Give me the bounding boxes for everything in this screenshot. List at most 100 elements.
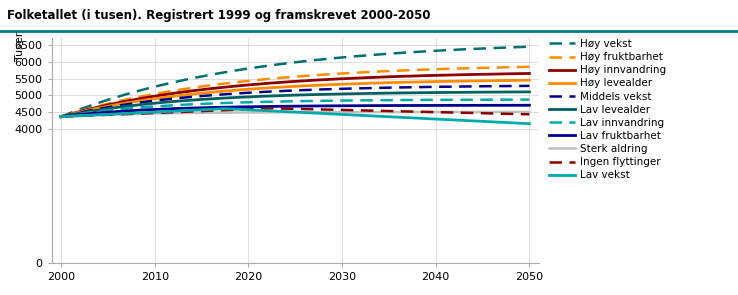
Høy levealder	[481, 79, 490, 83]
Text: Folketallet (i tusen). Registrert 1999 og framskrevet 2000-2050: Folketallet (i tusen). Registrert 1999 o…	[7, 9, 431, 22]
Lav levealder	[481, 90, 490, 94]
Høy fruktbarhet	[481, 66, 490, 70]
Høy innvandring	[343, 77, 352, 80]
Høy levealder	[525, 78, 534, 82]
Legend: Høy vekst, Høy fruktbarhet, Høy innvandring, Høy levealder, Middels vekst, Lav l: Høy vekst, Høy fruktbarhet, Høy innvandr…	[549, 39, 666, 180]
Ingen flyttinger	[483, 112, 492, 115]
Line: Lav innvandring: Lav innvandring	[61, 100, 529, 117]
Line: Ingen flyttinger: Ingen flyttinger	[61, 108, 529, 117]
Lav vekst	[453, 118, 462, 122]
Lav innvandring	[57, 115, 66, 119]
Høy innvandring	[525, 72, 534, 75]
Høy vekst	[334, 56, 342, 60]
Lav levealder	[58, 114, 67, 118]
Høy innvandring	[334, 77, 342, 81]
Ingen flyttinger	[337, 108, 346, 112]
Ingen flyttinger	[345, 108, 354, 112]
Høy vekst	[525, 45, 534, 48]
Høy levealder	[58, 114, 67, 118]
Lav vekst	[58, 115, 67, 118]
Høy fruktbarhet	[335, 72, 344, 75]
Lav levealder	[525, 90, 534, 94]
Line: Høy innvandring: Høy innvandring	[61, 73, 529, 117]
Lav vekst	[337, 113, 346, 116]
Høy fruktbarhet	[452, 67, 461, 70]
Lav innvandring	[334, 99, 342, 102]
Line: Lav levealder: Lav levealder	[61, 92, 529, 117]
Line: Lav vekst: Lav vekst	[61, 109, 529, 124]
Høy innvandring	[57, 115, 66, 119]
Middels vekst	[334, 87, 342, 91]
Middels vekst	[343, 87, 352, 90]
Sterk aldring	[525, 110, 534, 114]
Ingen flyttinger	[268, 106, 277, 110]
Ingen flyttinger	[58, 115, 67, 118]
Sterk aldring	[334, 110, 342, 114]
Høy fruktbarhet	[57, 115, 66, 119]
Sterk aldring	[452, 110, 461, 114]
Høy innvandring	[335, 77, 344, 81]
Lav levealder	[452, 91, 461, 94]
Høy levealder	[335, 83, 344, 86]
Lav innvandring	[452, 98, 461, 101]
Høy vekst	[452, 48, 461, 52]
Sterk aldring	[58, 115, 67, 118]
Line: Sterk aldring: Sterk aldring	[61, 112, 529, 117]
Lav fruktbarhet	[343, 104, 352, 107]
Middels vekst	[335, 87, 344, 91]
Høy innvandring	[481, 73, 490, 76]
Ingen flyttinger	[57, 115, 66, 119]
Lav fruktbarhet	[525, 104, 534, 107]
Høy fruktbarhet	[525, 65, 534, 68]
Lav innvandring	[481, 98, 490, 101]
Høy innvandring	[452, 73, 461, 77]
Lav levealder	[57, 115, 66, 119]
Lav levealder	[334, 92, 342, 96]
Lav fruktbarhet	[57, 115, 66, 119]
Line: Middels vekst: Middels vekst	[61, 86, 529, 117]
Lav fruktbarhet	[335, 104, 344, 108]
Middels vekst	[58, 114, 67, 118]
Middels vekst	[481, 84, 490, 88]
Høy vekst	[481, 47, 490, 50]
Høy fruktbarhet	[343, 71, 352, 75]
Middels vekst	[57, 115, 66, 119]
Sterk aldring	[343, 110, 352, 114]
Høy fruktbarhet	[334, 72, 342, 76]
Line: Høy vekst: Høy vekst	[61, 47, 529, 117]
Lav fruktbarhet	[58, 115, 67, 118]
Høy levealder	[343, 82, 352, 86]
Sterk aldring	[481, 110, 490, 114]
Lav fruktbarhet	[452, 104, 461, 107]
Høy levealder	[57, 115, 66, 119]
Høy vekst	[58, 114, 67, 118]
Lav vekst	[525, 122, 534, 125]
Line: Høy fruktbarhet: Høy fruktbarhet	[61, 67, 529, 117]
Y-axis label: Tusen: Tusen	[15, 29, 25, 61]
Ingen flyttinger	[525, 112, 534, 116]
Sterk aldring	[335, 110, 344, 114]
Høy vekst	[343, 55, 352, 59]
Lav innvandring	[525, 98, 534, 101]
Lav innvandring	[335, 99, 344, 102]
Lav levealder	[335, 92, 344, 96]
Lav vekst	[345, 113, 354, 117]
Lav innvandring	[343, 99, 352, 102]
Høy vekst	[57, 115, 66, 119]
Høy levealder	[334, 83, 342, 86]
Høy innvandring	[58, 114, 67, 118]
Høy levealder	[452, 79, 461, 83]
Lav fruktbarhet	[334, 104, 342, 108]
Lav vekst	[57, 115, 66, 119]
Lav levealder	[343, 92, 352, 96]
Høy fruktbarhet	[58, 114, 67, 118]
Line: Lav fruktbarhet: Lav fruktbarhet	[61, 105, 529, 117]
Middels vekst	[452, 85, 461, 88]
Lav vekst	[335, 112, 344, 116]
Lav vekst	[221, 107, 230, 110]
Lav fruktbarhet	[481, 104, 490, 107]
Ingen flyttinger	[335, 108, 344, 112]
Høy vekst	[335, 56, 344, 59]
Sterk aldring	[57, 115, 66, 119]
Lav innvandring	[58, 115, 67, 118]
